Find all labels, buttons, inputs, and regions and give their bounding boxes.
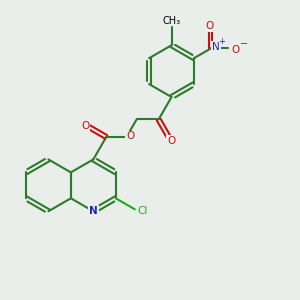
Text: −: − [240, 39, 248, 49]
Text: N: N [212, 42, 220, 52]
Text: O: O [167, 136, 176, 146]
Text: CH₃: CH₃ [163, 16, 181, 26]
Text: O: O [205, 21, 214, 31]
Text: O: O [81, 121, 89, 131]
Text: O: O [232, 45, 240, 55]
Text: Cl: Cl [138, 206, 148, 216]
Text: +: + [219, 37, 225, 46]
Text: N: N [89, 206, 98, 216]
Text: O: O [126, 131, 134, 141]
